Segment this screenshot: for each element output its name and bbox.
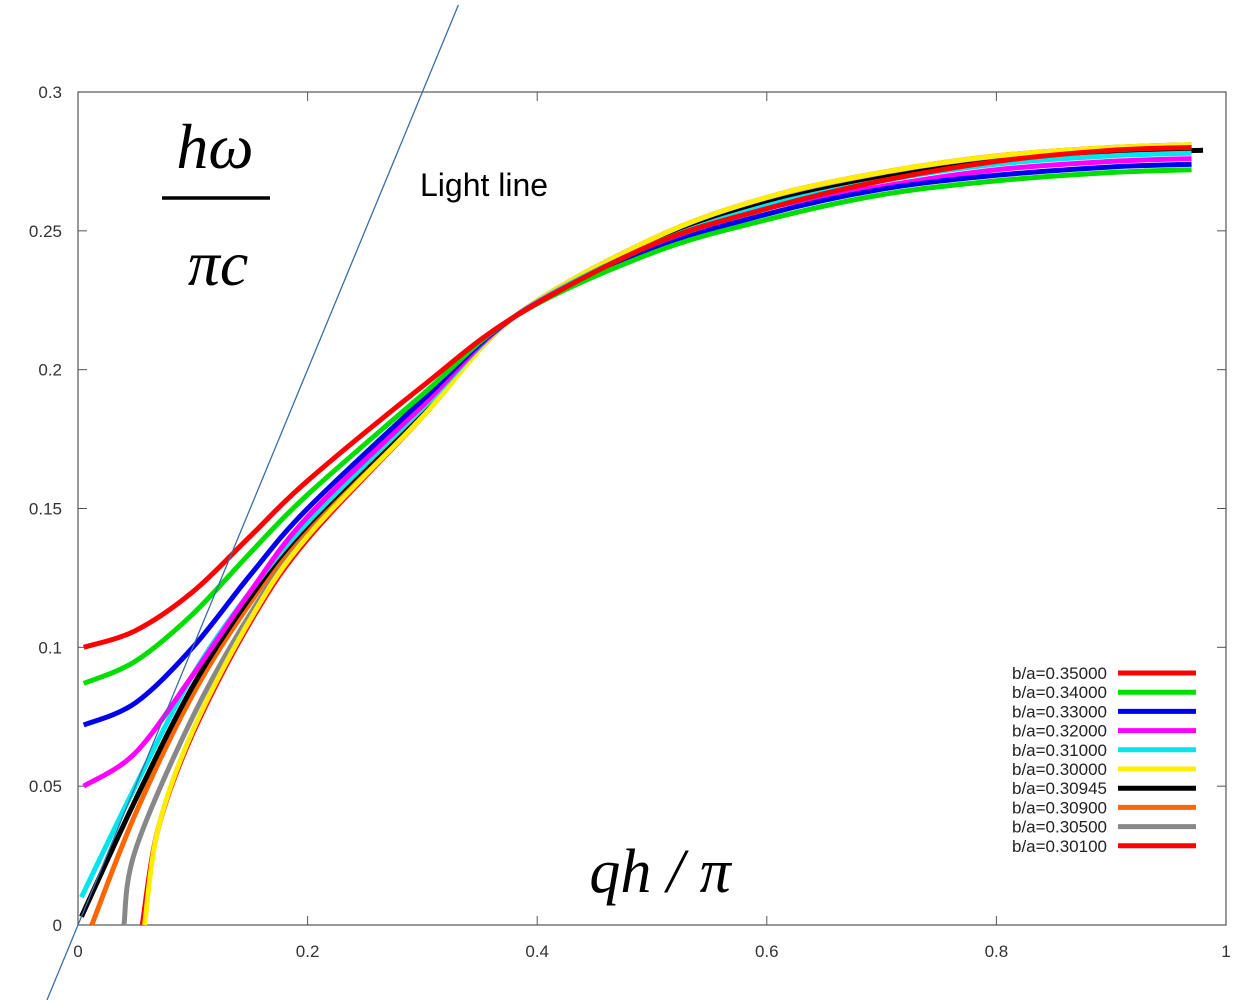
legend-label-9: b/a=0.30500 <box>1012 818 1107 837</box>
legend-label-1: b/a=0.35000 <box>1012 664 1107 683</box>
light-line <box>46 4 459 1001</box>
series-line-1 <box>82 145 1192 650</box>
x-axis-label: qh / π <box>589 838 732 906</box>
y-tick-label: 0.05 <box>29 777 62 796</box>
x-tick-label: 0.6 <box>755 942 779 961</box>
legend-label-5: b/a=0.31000 <box>1012 741 1107 760</box>
legend-label-3: b/a=0.33000 <box>1012 702 1107 721</box>
x-tick-label: 0.4 <box>525 942 549 961</box>
y-tick-label: 0 <box>53 916 62 935</box>
legend: b/a=0.35000b/a=0.34000b/a=0.33000b/a=0.3… <box>1012 664 1196 856</box>
curves-layer <box>79 142 1204 926</box>
y-axis-label-numerator: hω <box>176 111 253 182</box>
legend-label-2: b/a=0.34000 <box>1012 683 1107 702</box>
legend-label-6: b/a=0.30000 <box>1012 760 1107 779</box>
y-tick-label: 0.25 <box>29 222 62 241</box>
legend-label-10: b/a=0.30100 <box>1012 837 1107 856</box>
legend-label-7: b/a=0.30945 <box>1012 779 1107 798</box>
x-tick-label: 1 <box>1221 942 1230 961</box>
plot-frame <box>77 91 1227 926</box>
legend-label-4: b/a=0.32000 <box>1012 722 1107 741</box>
light-line-layer <box>46 4 459 1001</box>
y-tick-label: 0.2 <box>38 361 62 380</box>
y-tick-label: 0.15 <box>29 500 62 519</box>
x-tick-label: 0.2 <box>296 942 320 961</box>
x-tick-label: 0 <box>73 942 82 961</box>
y-tick-label: 0.1 <box>38 638 62 657</box>
y-axis-label-denominator: πc <box>188 228 248 299</box>
light-line-label: Light line <box>420 167 548 203</box>
legend-label-8: b/a=0.30900 <box>1012 798 1107 817</box>
x-tick-label: 0.8 <box>985 942 1009 961</box>
y-tick-label: 0.3 <box>38 83 62 102</box>
ticks-layer: 0 0.2 0.4 0.6 0.8 1 0 0.05 0.1 0.15 0.2 0.25 0.3 <box>29 83 1231 961</box>
